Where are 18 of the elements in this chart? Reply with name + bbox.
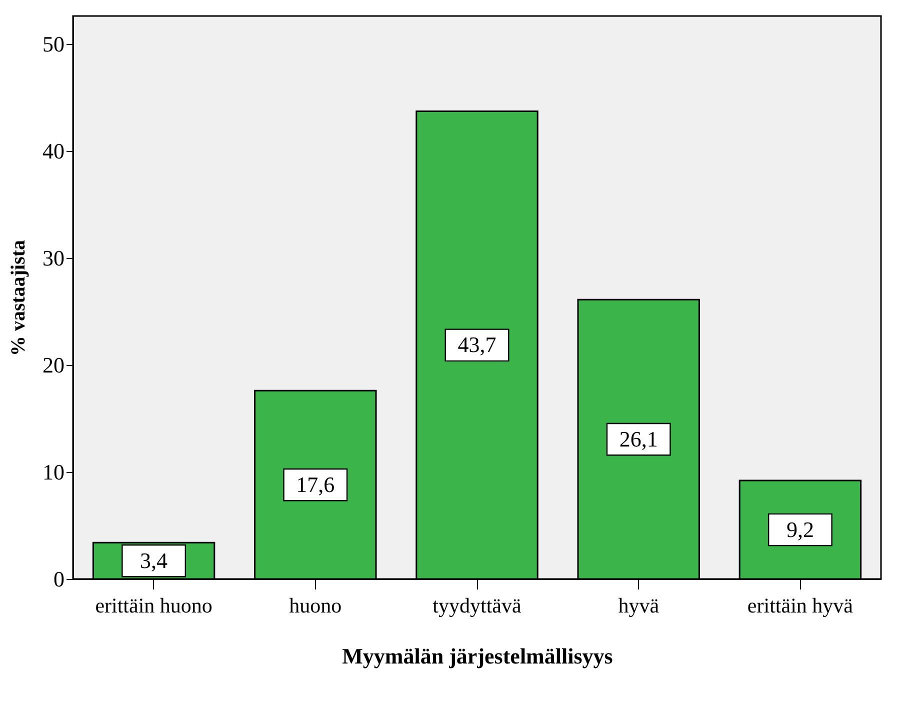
x-tick-label: tyydyttävä	[432, 594, 522, 618]
data-label: 26,1	[619, 426, 658, 452]
data-label: 3,4	[140, 548, 168, 573]
data-label: 17,6	[296, 472, 335, 497]
x-tick-label: erittäin hyvä	[747, 594, 854, 618]
x-axis-title: Myymälän järjestelmällisyys	[342, 644, 614, 668]
y-tick-label: 20	[42, 352, 64, 378]
y-tick-label: 40	[42, 138, 64, 164]
x-tick-label: huono	[289, 594, 342, 618]
y-axis-title: % vastaajista	[8, 240, 30, 356]
y-tick-label: 30	[42, 245, 64, 270]
y-tick-label: 50	[42, 31, 64, 56]
x-tick-label: hyvä	[618, 594, 660, 618]
x-tick-label: erittäin huono	[95, 594, 212, 618]
y-tick-label: 10	[42, 459, 64, 484]
data-label: 43,7	[458, 332, 496, 358]
y-tick-label: 0	[54, 566, 64, 592]
data-label: 9,2	[786, 516, 814, 542]
